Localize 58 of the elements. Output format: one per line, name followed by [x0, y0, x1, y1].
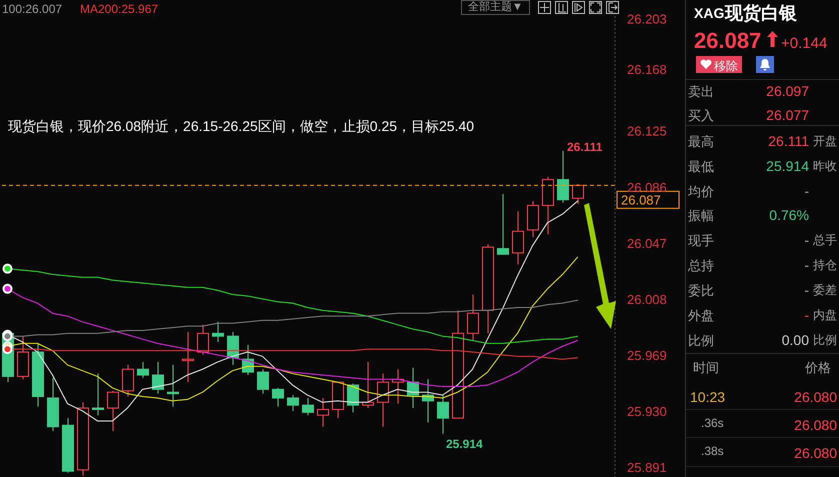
text: 振幅	[688, 207, 714, 225]
text: 26.080	[793, 445, 837, 461]
text: 26.111	[767, 133, 809, 149]
text: 持仓	[813, 257, 837, 274]
y-tick-label: 25.930	[627, 404, 667, 419]
y-tick-label: 26.203	[627, 12, 667, 27]
annotation: 25.914	[446, 437, 483, 451]
text: 26.080	[793, 417, 837, 433]
text: 最低	[688, 158, 714, 176]
text: .36s	[701, 416, 724, 430]
text: 昨收	[813, 158, 837, 175]
text: 现货白银	[725, 2, 797, 25]
y-tick-label: 26.168	[627, 62, 667, 77]
text: XAG	[694, 5, 724, 21]
text: -	[803, 183, 809, 199]
y-tick-label: 25.891	[627, 460, 667, 475]
text: +0.144	[781, 35, 828, 52]
text: 0.00	[780, 332, 809, 348]
text: 外盘	[688, 307, 714, 325]
y-tick-label: 26.125	[627, 124, 667, 139]
annotation: 现货白银，现价26.08附近，26.15-26.25区间，做空，止损0.25，目标25.40	[8, 118, 474, 136]
text: .38s	[701, 444, 724, 458]
text: -	[803, 232, 809, 248]
text: 移除	[714, 58, 738, 75]
text: 26.097	[765, 83, 809, 99]
text: -	[803, 257, 809, 273]
text: 价格	[804, 359, 831, 377]
ref-line-label: 26.087	[621, 192, 661, 208]
y-tick-label: 25.969	[627, 348, 667, 363]
text: 最高	[688, 133, 714, 151]
text: 买入	[688, 107, 714, 125]
text: 0.76%	[768, 207, 809, 223]
text: 总持	[688, 257, 714, 275]
text: 26.087	[694, 28, 762, 54]
annotation: 全部主题▼	[461, 0, 530, 15]
text: 均价	[688, 183, 714, 201]
text: 比例	[813, 332, 837, 349]
text: 开盘	[813, 133, 837, 150]
text: 总手	[813, 232, 837, 249]
y-tick-label: 26.008	[627, 292, 667, 307]
y-tick-label: 26.047	[627, 236, 667, 251]
text: -	[803, 307, 809, 323]
text: 时间	[693, 359, 719, 377]
text: 25.914	[765, 158, 809, 174]
annotation: MA200:25.967	[80, 2, 158, 16]
annotation: 26.111	[567, 140, 602, 154]
text: 委比	[688, 282, 714, 300]
text: -	[803, 282, 809, 298]
text: 内盘	[813, 307, 837, 324]
text: 26.080	[793, 389, 837, 405]
annotation: 100:26.007	[2, 2, 62, 16]
text: 委差	[813, 282, 837, 299]
text: 26.077	[765, 107, 809, 123]
text: 比例	[688, 332, 714, 350]
y-tick-label: 26.086	[627, 180, 667, 195]
text: 现手	[688, 232, 714, 250]
text: 卖出	[688, 83, 714, 101]
text: 10:23	[690, 389, 726, 405]
